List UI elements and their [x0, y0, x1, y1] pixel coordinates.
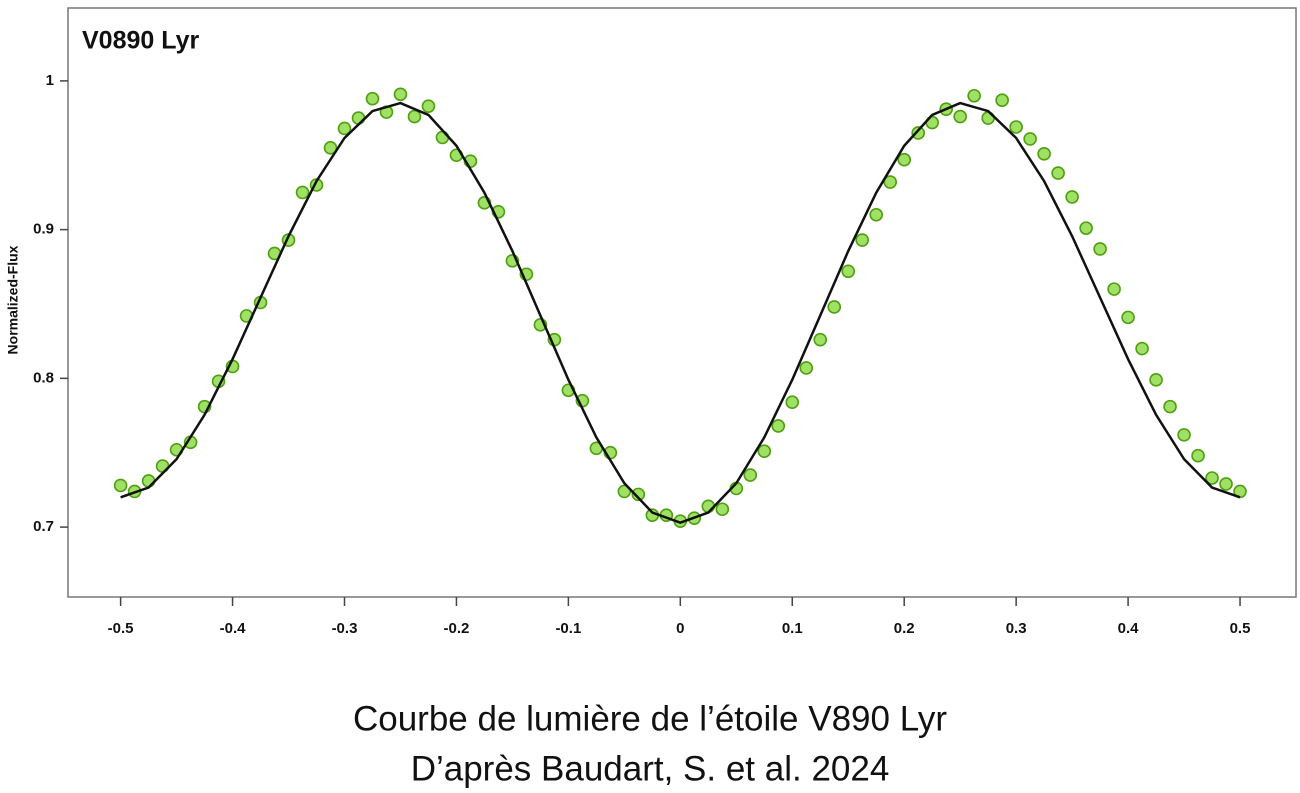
y-tick-label: 0.8 — [33, 369, 54, 386]
data-point — [617, 484, 632, 499]
data-point — [1191, 448, 1205, 463]
x-tick-label: -0.3 — [332, 620, 358, 637]
x-tick-label: -0.4 — [220, 620, 247, 637]
data-point — [883, 175, 898, 189]
data-point — [1023, 132, 1037, 146]
data-point — [813, 332, 828, 347]
caption: Courbe de lumière de l’étoile V890 Lyr — [353, 699, 947, 738]
data-point — [771, 419, 786, 433]
data-point — [701, 499, 716, 514]
x-tick-label: 0.3 — [1006, 620, 1027, 637]
data-point — [337, 121, 352, 136]
data-point — [1163, 399, 1177, 414]
data-point — [715, 502, 730, 517]
data-point — [785, 395, 800, 409]
y-axis-label: Normalized-Flux — [5, 245, 21, 354]
y-tick-label: 1 — [46, 72, 54, 89]
data-point — [323, 141, 338, 155]
data-point — [967, 88, 981, 103]
x-tick-label: -0.5 — [108, 620, 134, 637]
data-point — [855, 233, 870, 247]
plot-frame — [67, 7, 1297, 598]
data-point — [1219, 477, 1233, 491]
data-point — [351, 111, 366, 125]
y-tick-label: 0.9 — [33, 221, 54, 238]
data-point — [869, 207, 884, 222]
data-point — [421, 99, 436, 113]
data-point — [953, 109, 967, 124]
data-point — [827, 300, 842, 314]
data-point — [743, 468, 758, 482]
x-tick-label: 0.1 — [782, 620, 803, 637]
data-point — [1051, 166, 1065, 180]
x-tick-label: 0.2 — [894, 620, 915, 637]
data-point — [1149, 373, 1163, 387]
data-point — [1135, 341, 1149, 356]
data-point — [1177, 428, 1191, 442]
fit-line — [120, 101, 1241, 524]
data-point — [295, 185, 310, 200]
data-point — [631, 487, 646, 502]
x-tick-label: 0.4 — [1118, 620, 1140, 637]
data-point — [1233, 484, 1247, 499]
caption: D’après Baudart, S. et al. 2024 — [411, 749, 890, 788]
data-point — [141, 474, 156, 488]
data-point — [113, 478, 128, 493]
data-point — [1009, 120, 1023, 134]
data-point — [995, 93, 1009, 108]
data-point — [1121, 310, 1135, 325]
data-point — [757, 444, 772, 459]
x-tick-label: 0.5 — [1230, 620, 1251, 637]
data-point — [1065, 190, 1079, 204]
data-point — [1037, 146, 1051, 161]
x-tick-label: -0.2 — [444, 620, 470, 637]
data-point — [911, 126, 925, 140]
x-tick-label: 0 — [676, 620, 684, 637]
data-point — [799, 361, 814, 375]
chart-title: V0890 Lyr — [82, 27, 199, 55]
data-point — [1107, 282, 1121, 296]
data-point — [841, 264, 856, 279]
data-point — [1079, 221, 1093, 235]
data-point — [365, 91, 380, 106]
data-point — [897, 152, 912, 167]
data-point — [1205, 471, 1219, 485]
data-point — [407, 109, 422, 124]
data-point — [1093, 242, 1107, 256]
data-point — [393, 87, 408, 102]
x-tick-label: -0.1 — [555, 620, 581, 637]
y-tick-label: 0.7 — [33, 518, 54, 535]
